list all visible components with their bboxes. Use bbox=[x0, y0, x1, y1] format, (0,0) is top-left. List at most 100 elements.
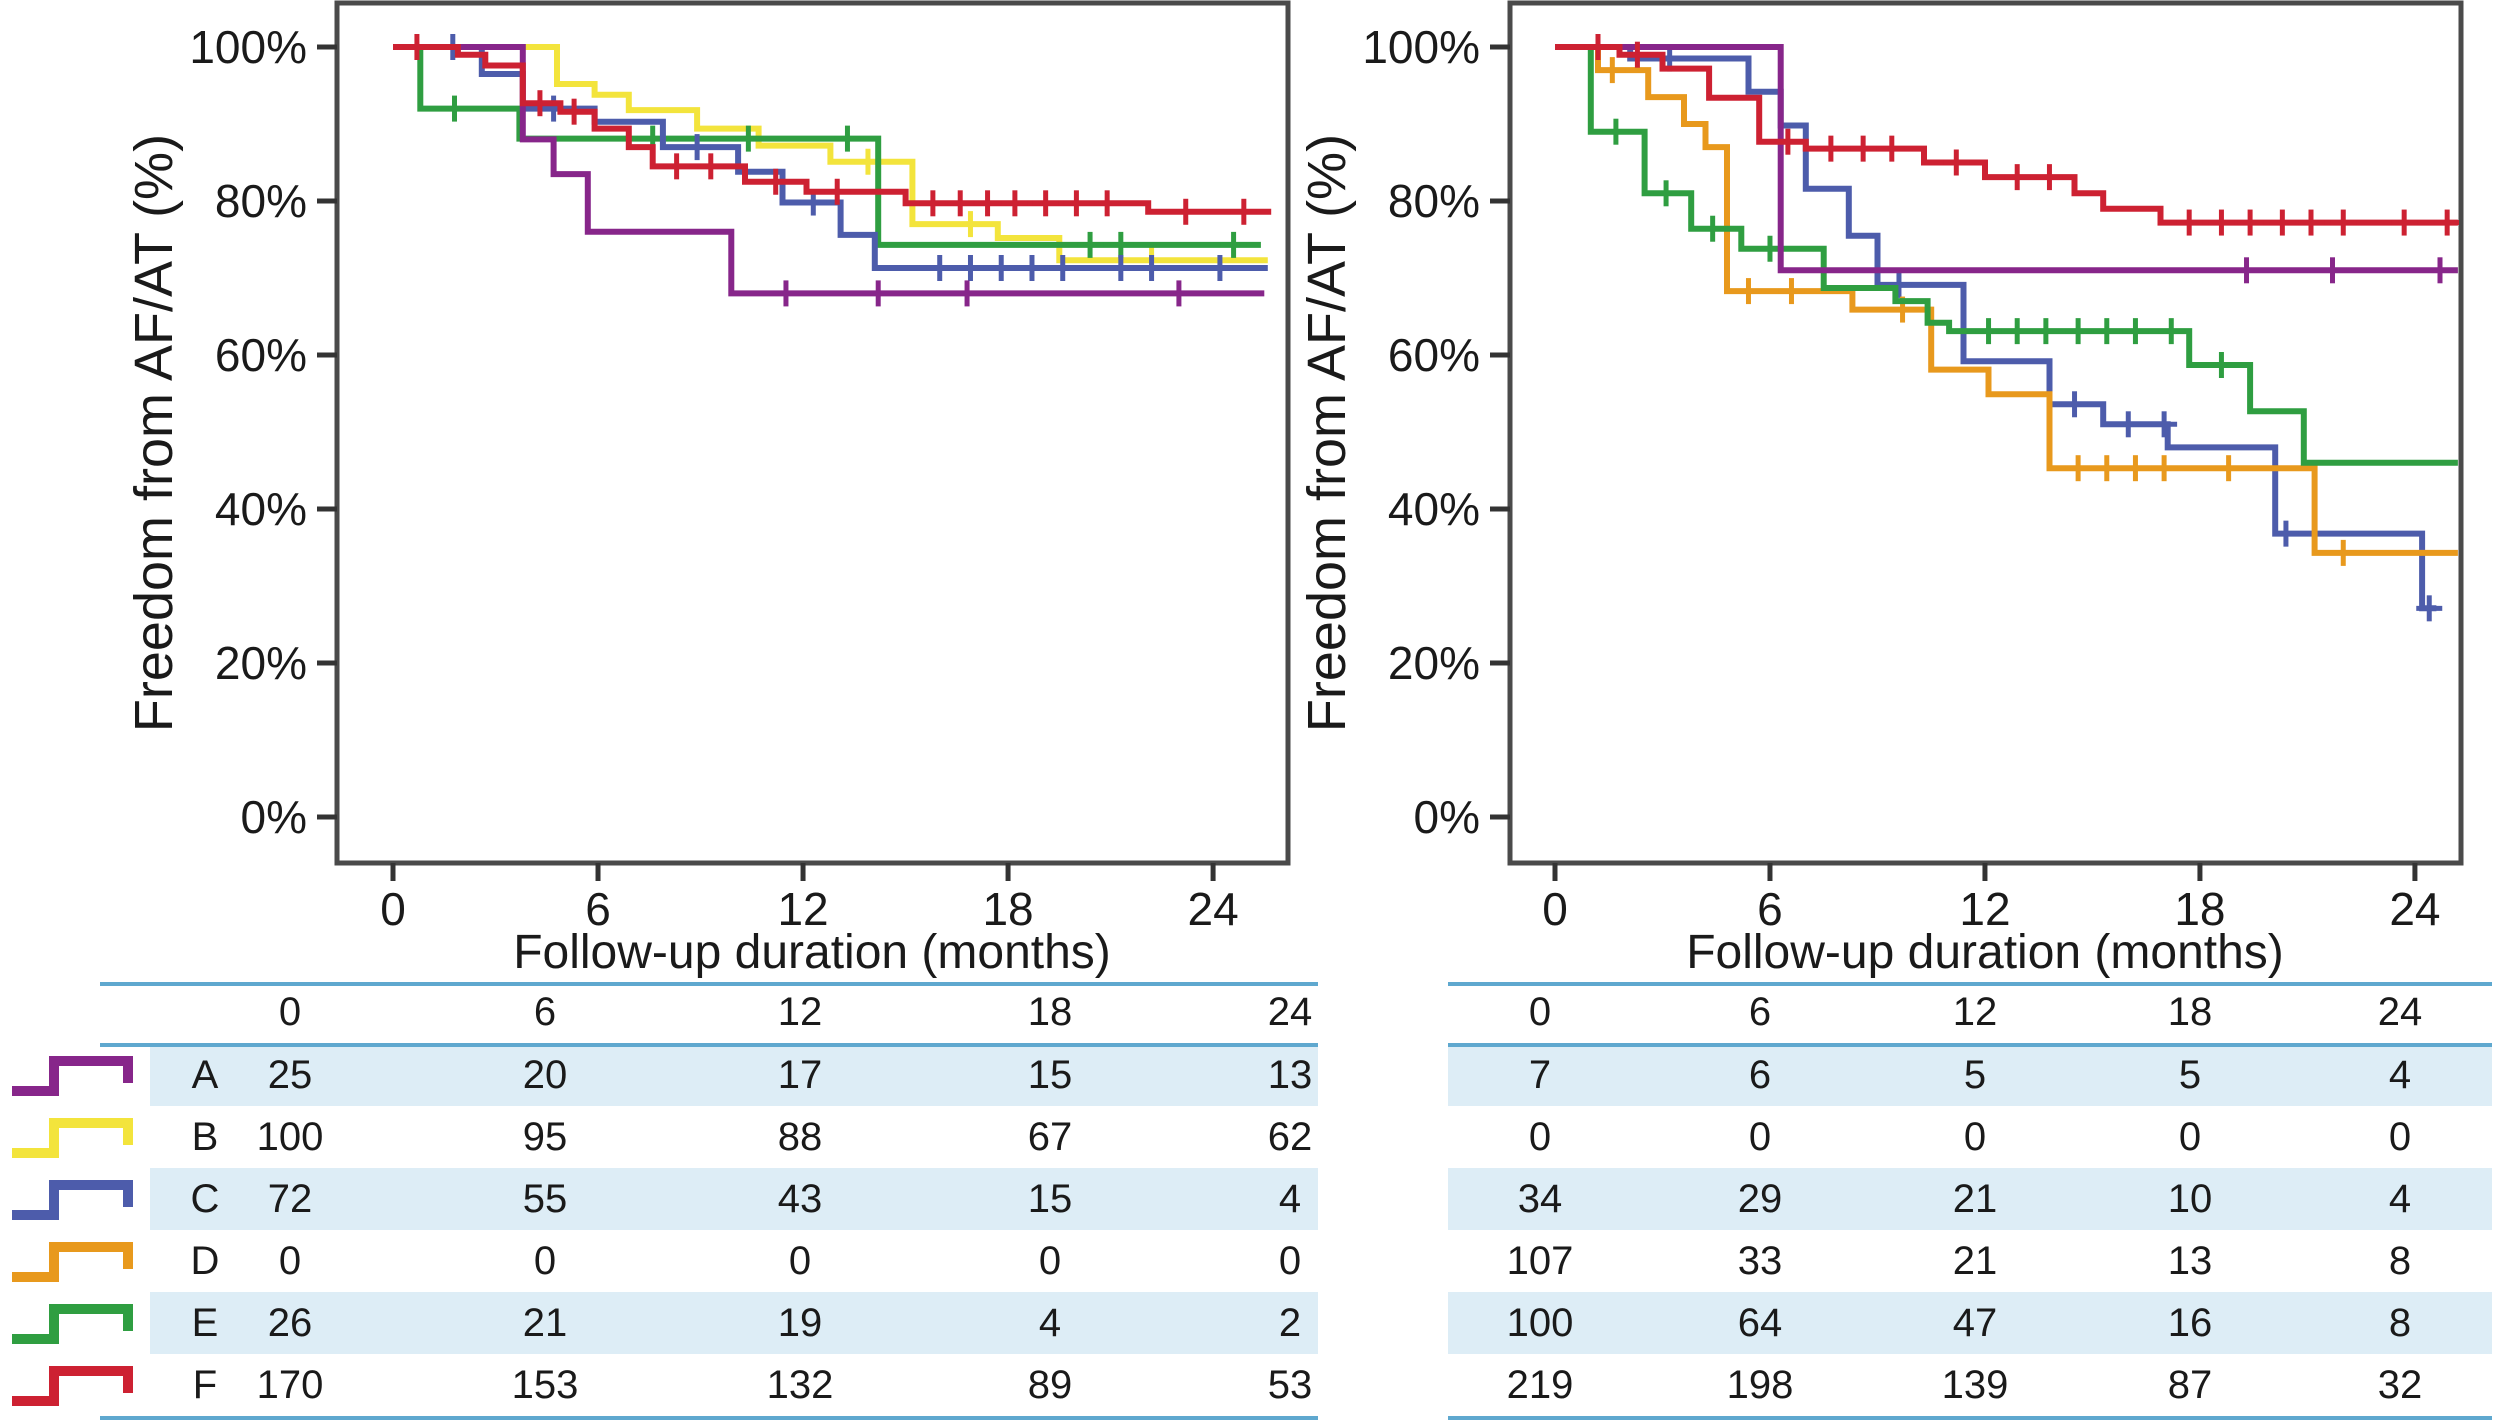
y-tick-label: 20% bbox=[1388, 637, 1480, 689]
y-tick-label: 60% bbox=[215, 329, 307, 381]
risk-count: 153 bbox=[511, 1363, 579, 1407]
col-header: 6 bbox=[1748, 990, 1772, 1034]
censor-mark-C bbox=[988, 254, 1015, 281]
risk-count: 7 bbox=[1528, 1053, 1552, 1097]
risk-count: 55 bbox=[522, 1177, 568, 1221]
censor-mark-C bbox=[684, 134, 711, 161]
censor-mark-F bbox=[697, 153, 724, 180]
risk-count: 0 bbox=[2178, 1115, 2202, 1159]
y-axis-title-left: Freedom from AF/AT (%) bbox=[124, 134, 184, 732]
censor-mark-F bbox=[1624, 41, 1651, 68]
y-tick-label: 0% bbox=[1414, 791, 1480, 843]
col-header: 6 bbox=[533, 990, 557, 1034]
censor-mark-E bbox=[1077, 231, 1104, 258]
risk-count: 219 bbox=[1506, 1363, 1574, 1407]
risk-count: 34 bbox=[1517, 1177, 1563, 1221]
censor-mark-E bbox=[1602, 118, 1629, 145]
x-tick-label: 0 bbox=[380, 883, 406, 935]
censor-mark-A bbox=[2233, 257, 2260, 284]
censor-mark-A bbox=[2319, 257, 2346, 284]
censor-mark-E bbox=[2004, 318, 2031, 345]
row-band bbox=[1448, 1168, 2492, 1230]
censor-mark-D bbox=[1599, 57, 1626, 84]
col-header: 0 bbox=[278, 990, 302, 1034]
row-label: A bbox=[191, 1053, 219, 1097]
risk-count: 0 bbox=[2388, 1115, 2412, 1159]
risk-count: 64 bbox=[1737, 1301, 1783, 1345]
risk-count: 16 bbox=[2167, 1301, 2213, 1345]
censor-mark-F bbox=[1063, 190, 1090, 217]
risk-count: 198 bbox=[1726, 1363, 1794, 1407]
censor-mark-F bbox=[2237, 209, 2264, 236]
censor-mark-F bbox=[2298, 209, 2325, 236]
censor-mark-C bbox=[1138, 254, 1165, 281]
censor-mark-D bbox=[1735, 278, 1762, 305]
censor-mark-E bbox=[1975, 318, 2002, 345]
table-rule bbox=[1448, 1416, 2492, 1420]
risk-count: 15 bbox=[1027, 1177, 1073, 1221]
censor-mark-D bbox=[2151, 455, 2178, 482]
risk-count: 100 bbox=[256, 1115, 324, 1159]
censor-mark-F bbox=[824, 178, 851, 205]
col-header: 12 bbox=[777, 990, 823, 1034]
col-header: 12 bbox=[1952, 990, 1998, 1034]
x-tick-label: 6 bbox=[585, 883, 611, 935]
censor-mark-F bbox=[947, 190, 974, 217]
risk-count: 6 bbox=[1748, 1053, 1772, 1097]
table-rule bbox=[100, 1416, 1318, 1420]
row-label: C bbox=[190, 1177, 220, 1221]
risk-count: 25 bbox=[267, 1053, 313, 1097]
risk-count: 17 bbox=[777, 1053, 823, 1097]
x-axis-title-right: Follow-up duration (months) bbox=[1686, 926, 2284, 979]
legend-step-glyph bbox=[12, 1304, 133, 1344]
risk-count: 62 bbox=[1267, 1115, 1313, 1159]
risk-count: 20 bbox=[522, 1053, 568, 1097]
censor-mark-F bbox=[403, 34, 430, 60]
col-header: 18 bbox=[2167, 990, 2213, 1034]
y-tick-label: 80% bbox=[215, 175, 307, 227]
censor-mark-C bbox=[2061, 391, 2088, 418]
censor-mark-F bbox=[663, 153, 690, 180]
censor-mark-F bbox=[1850, 135, 1877, 162]
row-label: F bbox=[192, 1363, 218, 1407]
censor-mark-F bbox=[2269, 209, 2296, 236]
risk-count: 13 bbox=[2167, 1239, 2213, 1283]
col-header: 24 bbox=[2377, 990, 2423, 1034]
risk-count: 95 bbox=[522, 1115, 568, 1159]
risk-count: 4 bbox=[2388, 1053, 2412, 1097]
x-tick-label: 12 bbox=[777, 883, 828, 935]
censor-mark-E bbox=[2208, 352, 2235, 379]
censor-mark-E bbox=[1699, 215, 1726, 242]
row-band bbox=[150, 1292, 1318, 1354]
risk-count: 33 bbox=[1737, 1239, 1783, 1283]
censor-mark-F bbox=[974, 190, 1001, 217]
risk-count: 87 bbox=[2167, 1363, 2213, 1407]
y-tick-label: 40% bbox=[215, 483, 307, 535]
risk-count: 139 bbox=[1941, 1363, 2009, 1407]
right-panel: 0 6 12 18 24 100% 80% 60% 40% 20% 0% bbox=[1362, 0, 2464, 935]
censor-mark-C bbox=[1107, 254, 1134, 281]
risk-count: 67 bbox=[1027, 1115, 1073, 1159]
y-tick-label: 40% bbox=[1388, 483, 1480, 535]
risk-count: 4 bbox=[1038, 1301, 1062, 1345]
censor-mark-E bbox=[1107, 231, 1134, 258]
censor-mark-A bbox=[1165, 280, 1192, 307]
km-curve-F-left-panel bbox=[393, 44, 1272, 215]
km-curve-E-left-panel bbox=[393, 44, 1261, 248]
risk-count: 21 bbox=[1952, 1177, 1998, 1221]
x-tick-label: 18 bbox=[982, 883, 1033, 935]
table-rule bbox=[1448, 1043, 2492, 1047]
risk-count: 5 bbox=[1963, 1053, 1987, 1097]
row-label: D bbox=[190, 1239, 220, 1283]
censor-mark-F bbox=[1094, 190, 1121, 217]
censor-mark-E bbox=[735, 125, 762, 152]
y-tick-label: 60% bbox=[1388, 329, 1480, 381]
risk-count: 8 bbox=[2388, 1301, 2412, 1345]
km-curve-D-right-panel bbox=[1555, 44, 2458, 556]
km-panels: 0 6 12 18 24 100% 80% 60% 40% 20% 0% 0 6 12 18 24 100% 80… bbox=[189, 0, 2464, 935]
censor-mark-F bbox=[1230, 198, 1257, 225]
censor-mark-F bbox=[2330, 209, 2357, 236]
risk-count: 0 bbox=[278, 1239, 302, 1283]
risk-count: 10 bbox=[2167, 1177, 2213, 1221]
